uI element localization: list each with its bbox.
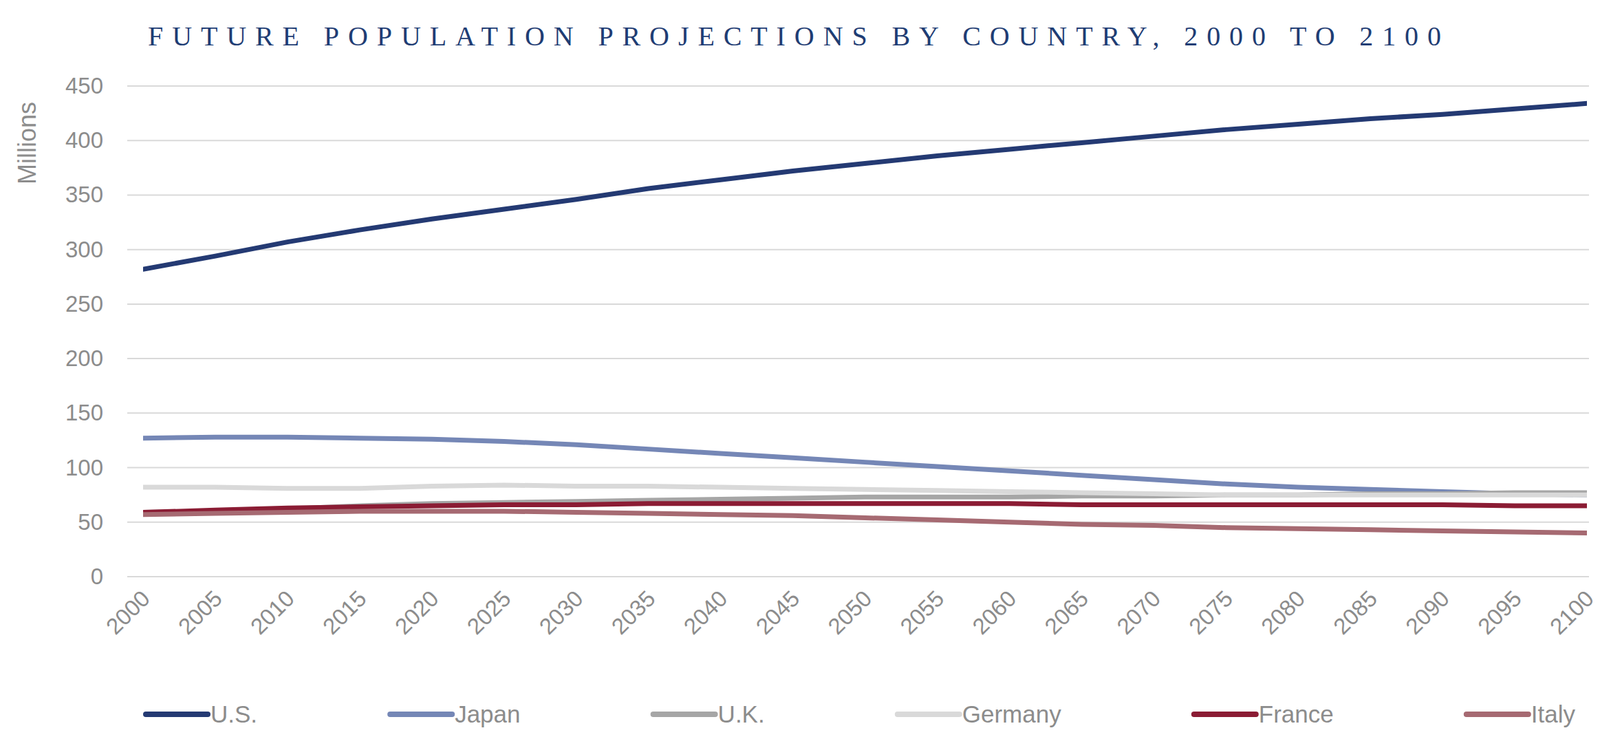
- legend-label: Japan: [454, 700, 521, 728]
- y-tick-label: 250: [65, 290, 104, 317]
- legend-item: Italy: [1466, 700, 1576, 728]
- legend-swatch: [145, 711, 208, 717]
- legend-item: U.K.: [653, 700, 765, 728]
- x-tick-label: 2030: [534, 585, 589, 640]
- x-tick-label: 2005: [173, 585, 227, 640]
- x-tick-label: 2035: [606, 585, 661, 640]
- x-tick-label: 2080: [1256, 585, 1310, 640]
- legend-label: Germany: [962, 700, 1062, 728]
- legend-item: Germany: [897, 700, 1062, 728]
- legend-swatch: [390, 711, 452, 717]
- x-tick-label: 2055: [894, 585, 949, 640]
- y-tick-label: 400: [65, 127, 104, 153]
- x-tick-label: 2095: [1472, 585, 1527, 640]
- title: FUTURE POPULATION PROJECTIONS BY COUNTRY…: [147, 20, 1444, 52]
- legend-swatch: [897, 711, 960, 717]
- y-tick-label: 0: [90, 563, 104, 589]
- legend-item: France: [1194, 700, 1334, 728]
- series-line: [143, 511, 1587, 534]
- y-tick-label: 150: [65, 399, 104, 426]
- grid-line: [127, 249, 1589, 251]
- x-tick-label: 2070: [1111, 585, 1166, 640]
- y-axis-label: Millions: [13, 101, 42, 185]
- x-tick-label: 2000: [101, 585, 155, 640]
- legend-item: Japan: [390, 700, 521, 728]
- grid: [127, 85, 1589, 577]
- x-tick-label: 2040: [678, 585, 732, 640]
- x-tick-label: 2015: [317, 585, 372, 640]
- grid-line: [127, 303, 1589, 305]
- legend-item: U.S.: [145, 700, 258, 728]
- y-tick-label: 100: [65, 454, 104, 481]
- legend-label: France: [1258, 700, 1334, 728]
- x-tick-label: 2060: [967, 585, 1021, 640]
- series-line: [143, 436, 1587, 495]
- grid-line: [127, 521, 1589, 523]
- x-tick-label: 2065: [1039, 585, 1094, 640]
- legend-swatch: [653, 711, 716, 717]
- grid-line: [127, 85, 1589, 87]
- grid-line: [127, 357, 1589, 360]
- legend-swatch: [1194, 711, 1257, 717]
- y-tick-label: 350: [65, 181, 104, 208]
- grid-line: [127, 575, 1589, 578]
- legend-label: U.K.: [718, 700, 765, 728]
- y-tick-label: 50: [77, 509, 104, 535]
- x-tick-label: 2020: [390, 585, 444, 640]
- y-tick-label: 200: [65, 345, 104, 371]
- x-tick-label: 2010: [245, 585, 300, 640]
- x-tick-label: 2100: [1544, 585, 1599, 640]
- grid-line: [127, 467, 1589, 469]
- x-tick-label: 2085: [1328, 585, 1382, 640]
- series-line: [143, 103, 1587, 269]
- x-tick-label: 2050: [822, 585, 877, 640]
- y-tick-label: 300: [65, 236, 104, 263]
- x-tick-label: 2075: [1183, 585, 1238, 640]
- grid-line: [127, 193, 1589, 196]
- plot-area: [143, 103, 1587, 533]
- legend: U.S. Japan U.K. Germany France Italy: [145, 700, 1576, 728]
- x-tick-label: 2090: [1400, 585, 1455, 640]
- legend-label: Italy: [1531, 700, 1576, 728]
- series-line: [143, 484, 1587, 495]
- x-tick-label: 2045: [750, 585, 805, 640]
- legend-label: U.S.: [210, 700, 258, 728]
- grid-line: [127, 412, 1589, 414]
- chart: FUTURE POPULATION PROJECTIONS BY COUNTRY…: [0, 0, 1600, 737]
- legend-swatch: [1466, 711, 1529, 717]
- y-tick-label: 450: [65, 72, 104, 99]
- grid-line: [127, 139, 1589, 142]
- x-tick-label: 2025: [462, 585, 516, 640]
